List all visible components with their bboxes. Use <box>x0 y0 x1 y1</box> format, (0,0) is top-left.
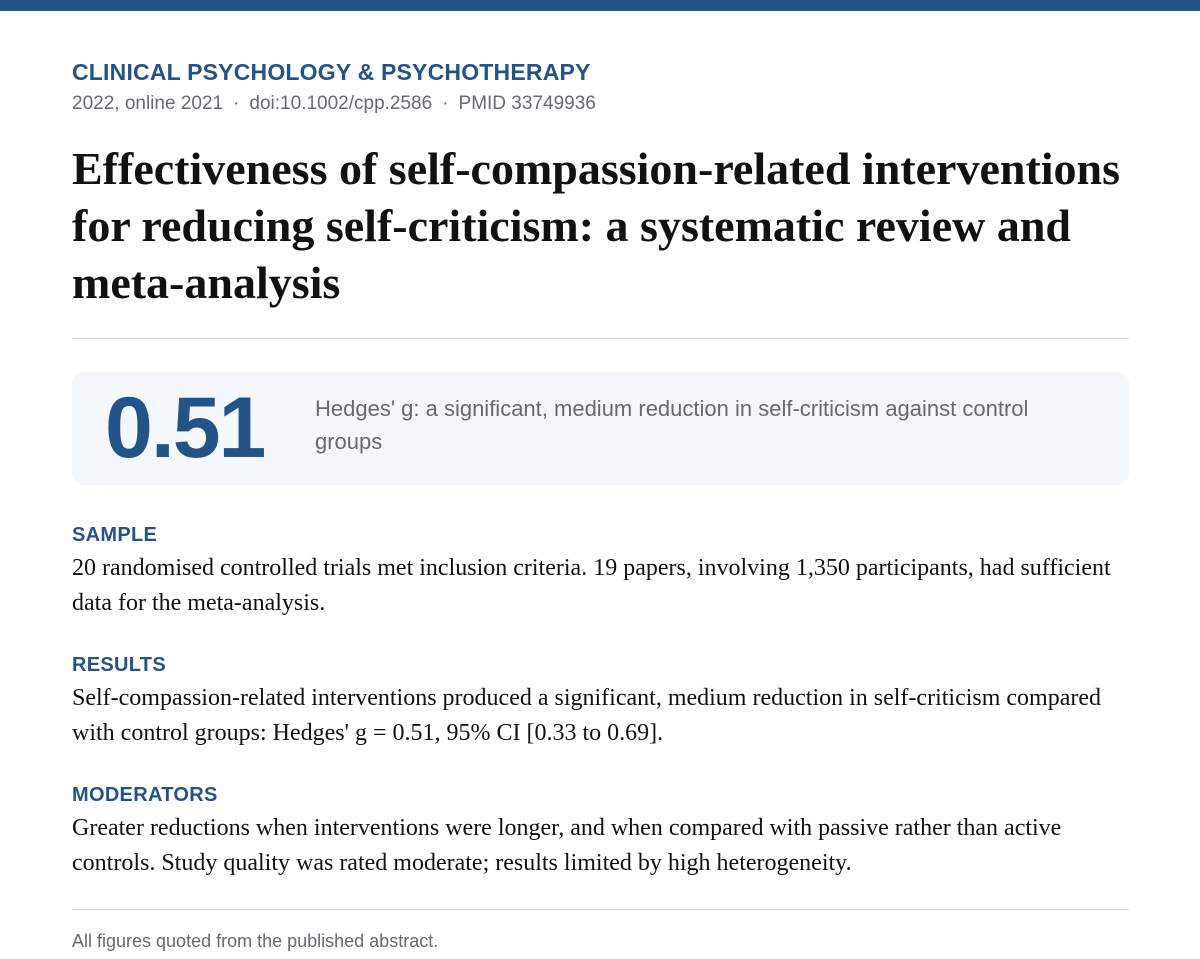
key-statistic-card: 0.51 Hedges' g: a significant, medium re… <box>72 372 1129 485</box>
meta-separator: · <box>442 93 449 114</box>
paper-title: Effectiveness of self-compassion-related… <box>72 143 1121 308</box>
effect-size-value: 0.51 <box>105 380 266 476</box>
section-label: MODERATORS <box>72 784 218 806</box>
meta-separator: · <box>233 93 240 114</box>
effect-size-description: Hedges' g: a significant, medium reducti… <box>315 396 1029 454</box>
section-text: 20 randomised controlled trials met incl… <box>72 555 1111 616</box>
publication-year: 2022, online 2021 <box>72 93 224 114</box>
section-sample: SAMPLE 20 randomised controlled trials m… <box>72 523 1128 621</box>
top-accent-bar <box>0 0 1200 11</box>
publication-meta: 2022, online 2021 · doi:10.1002/cpp.2586 · P… <box>72 92 1128 116</box>
doi-link[interactable]: doi:10.1002/cpp.2586 <box>249 93 433 114</box>
section-results: RESULTS Self-compassion-related interven… <box>72 653 1128 751</box>
section-label: RESULTS <box>72 654 166 676</box>
divider <box>72 338 1129 339</box>
section-text: Greater reductions when interventions we… <box>72 815 1062 876</box>
section-moderators: MODERATORS Greater reductions when inter… <box>72 783 1128 881</box>
footnote: All figures quoted from the published ab… <box>72 931 439 951</box>
paper-summary: CLINICAL PSYCHOLOGY & PSYCHOTHERAPY 2022… <box>0 58 1200 952</box>
divider <box>72 909 1129 910</box>
section-text: Self-compassion-related interventions pr… <box>72 685 1102 746</box>
pmid-link[interactable]: PMID 33749936 <box>458 93 596 114</box>
journal-name: CLINICAL PSYCHOLOGY & PSYCHOTHERAPY <box>72 59 591 85</box>
section-label: SAMPLE <box>72 524 158 546</box>
